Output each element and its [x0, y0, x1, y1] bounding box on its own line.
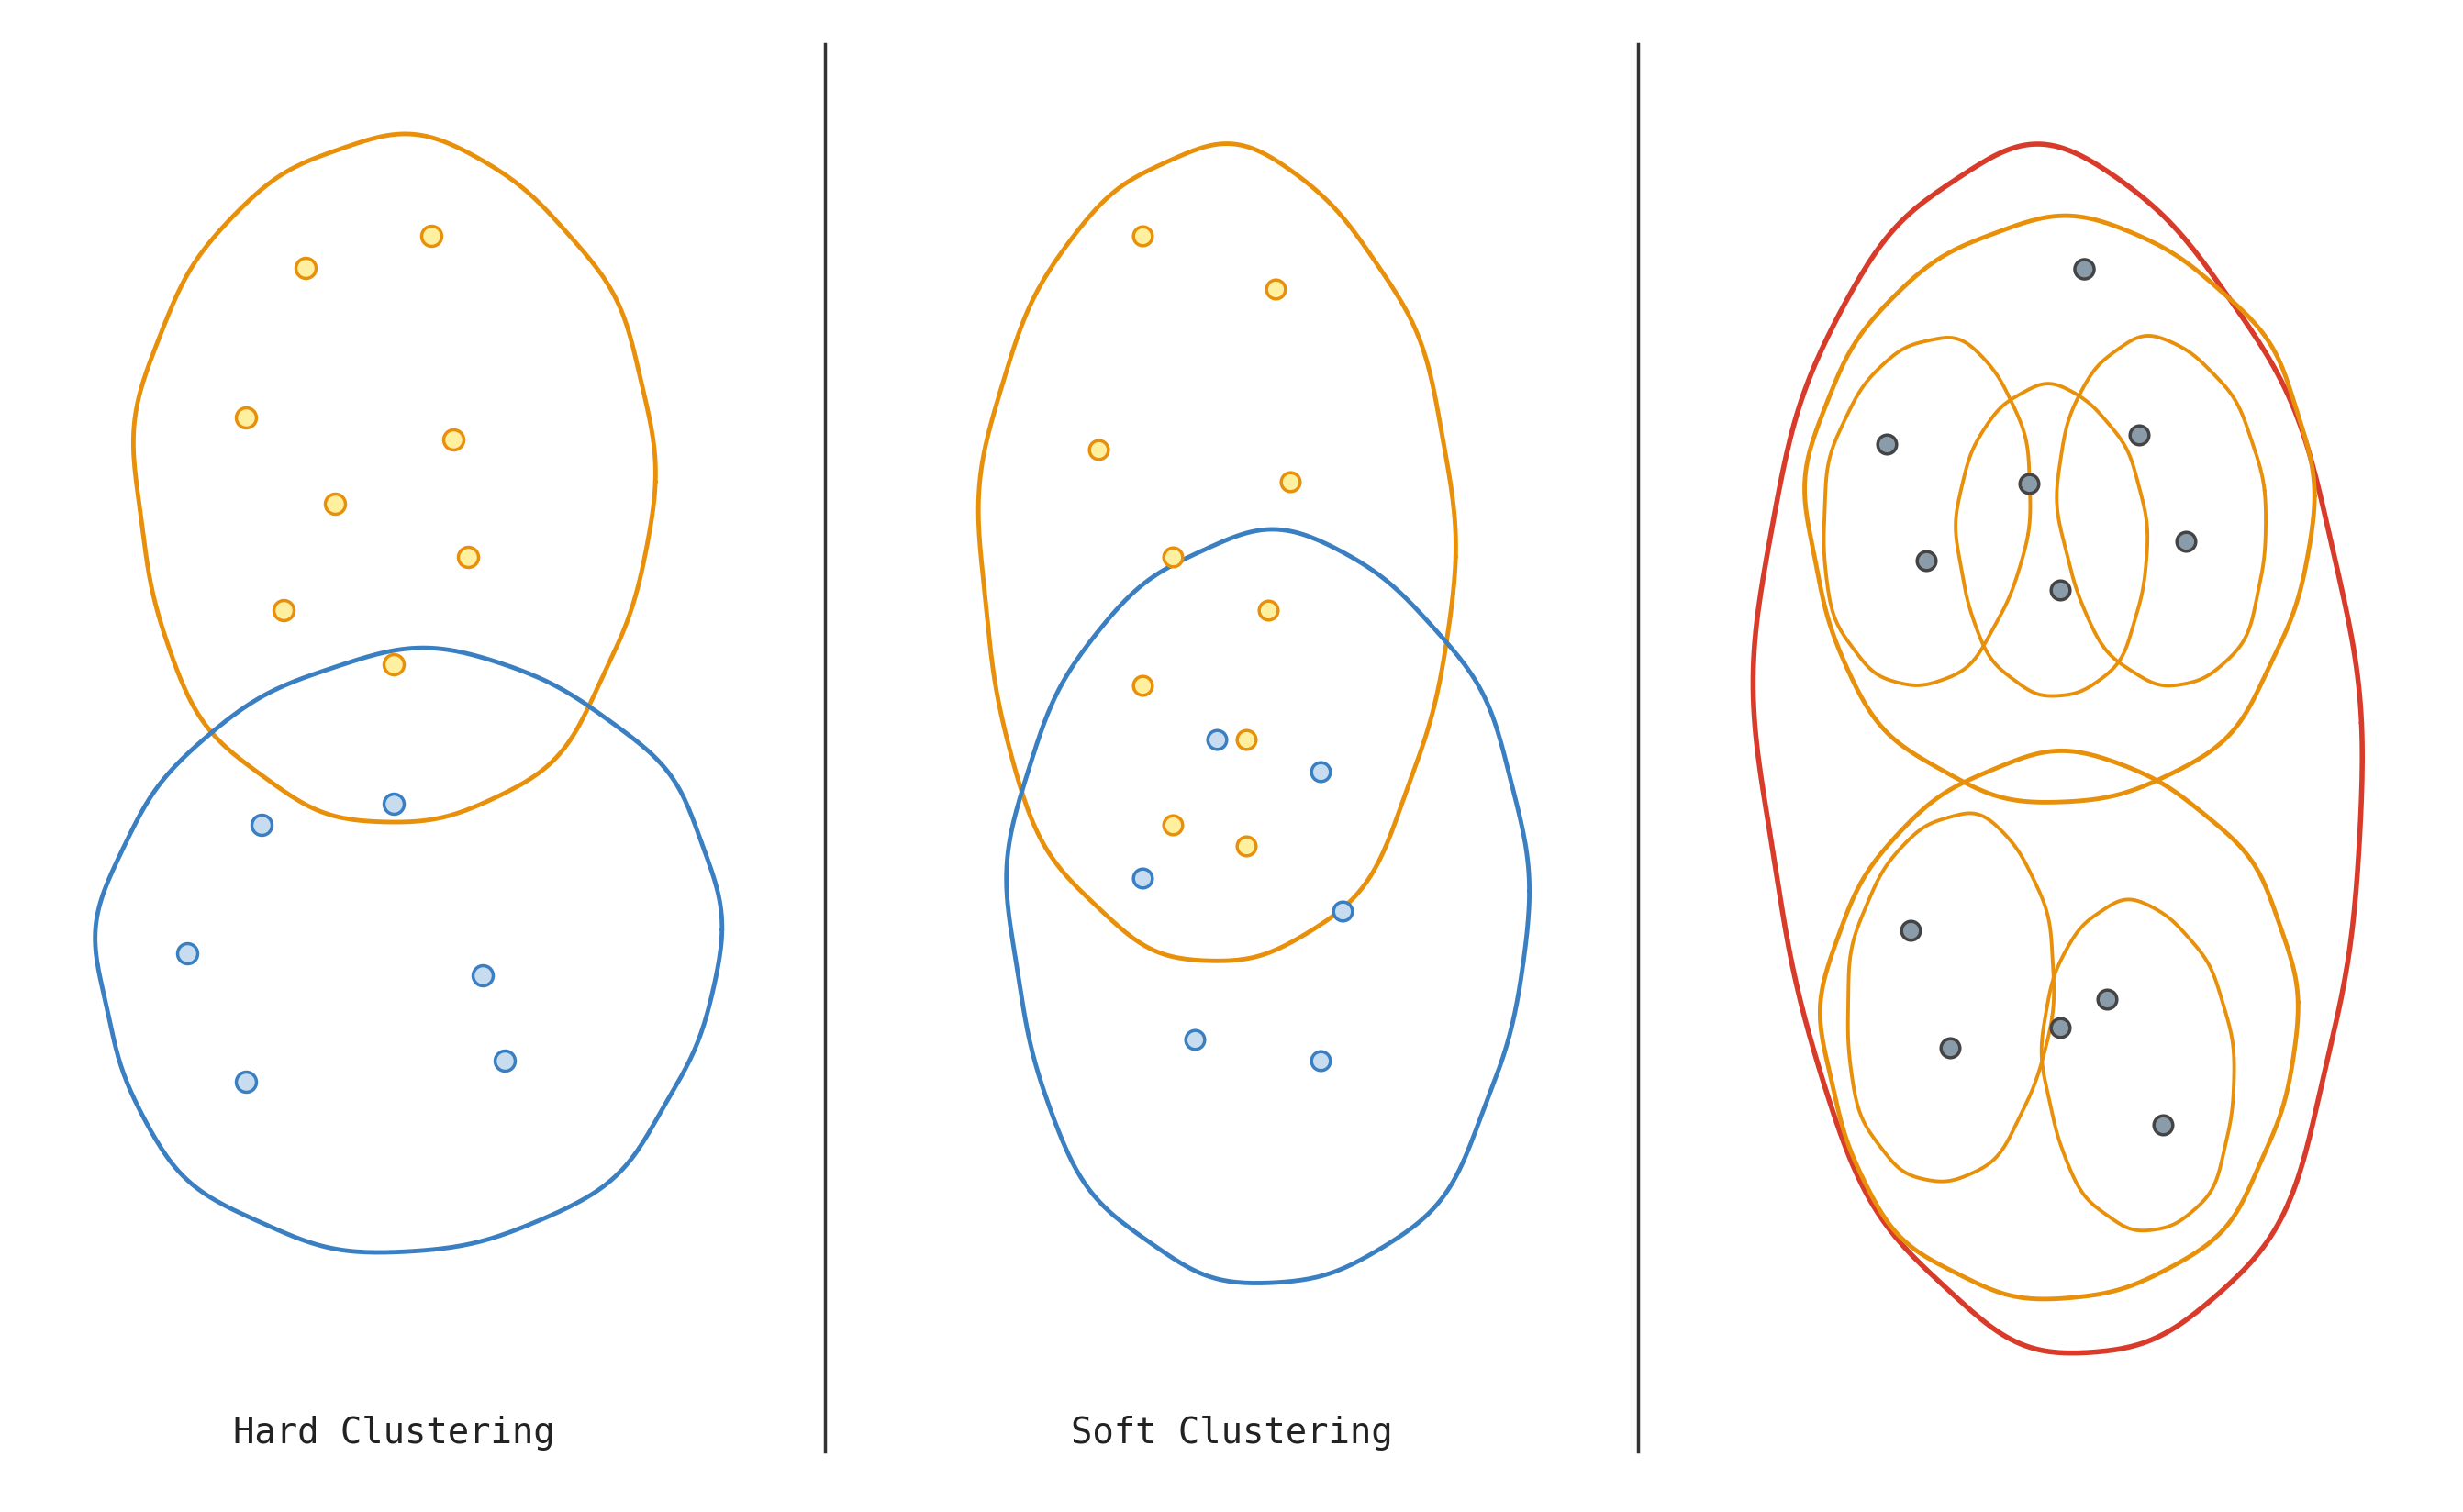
- Point: [1153, 546, 1192, 570]
- Point: [448, 546, 488, 570]
- Point: [2089, 987, 2128, 1012]
- Point: [463, 963, 502, 987]
- Point: [1197, 727, 1236, 751]
- Point: [1249, 599, 1288, 623]
- Point: [167, 942, 207, 966]
- Point: [1123, 224, 1163, 248]
- Point: [1227, 727, 1266, 751]
- Point: [264, 599, 303, 623]
- Point: [374, 792, 414, 816]
- Point: [1271, 470, 1310, 494]
- Point: [227, 407, 266, 431]
- Point: [227, 1070, 266, 1095]
- Point: [1227, 835, 1266, 859]
- Point: [1256, 278, 1296, 302]
- Point: [2167, 531, 2207, 555]
- Point: [2064, 259, 2103, 283]
- Point: [1300, 759, 1340, 783]
- Point: [2039, 579, 2079, 603]
- Point: [1323, 898, 1362, 922]
- Point: [485, 1049, 525, 1074]
- Point: [433, 428, 473, 452]
- Point: [1867, 432, 1906, 457]
- Point: [1123, 866, 1163, 891]
- Text: Soft Clustering: Soft Clustering: [1071, 1414, 1392, 1448]
- Point: [1906, 549, 1946, 573]
- Point: [1079, 438, 1118, 463]
- Point: [241, 813, 281, 838]
- Point: [1300, 1049, 1340, 1074]
- Point: [1175, 1028, 1214, 1052]
- Text: Hard Clustering: Hard Clustering: [234, 1414, 554, 1448]
- Point: [2039, 1016, 2079, 1040]
- Point: [1153, 813, 1192, 838]
- Point: [2143, 1113, 2182, 1137]
- Point: [1931, 1036, 1970, 1060]
- Point: [315, 491, 355, 516]
- Point: [1123, 674, 1163, 699]
- Point: [2118, 423, 2158, 448]
- Point: [1892, 919, 1931, 943]
- Point: [2010, 472, 2049, 496]
- Point: [374, 653, 414, 677]
- Point: [286, 257, 325, 281]
- Point: [411, 224, 451, 248]
